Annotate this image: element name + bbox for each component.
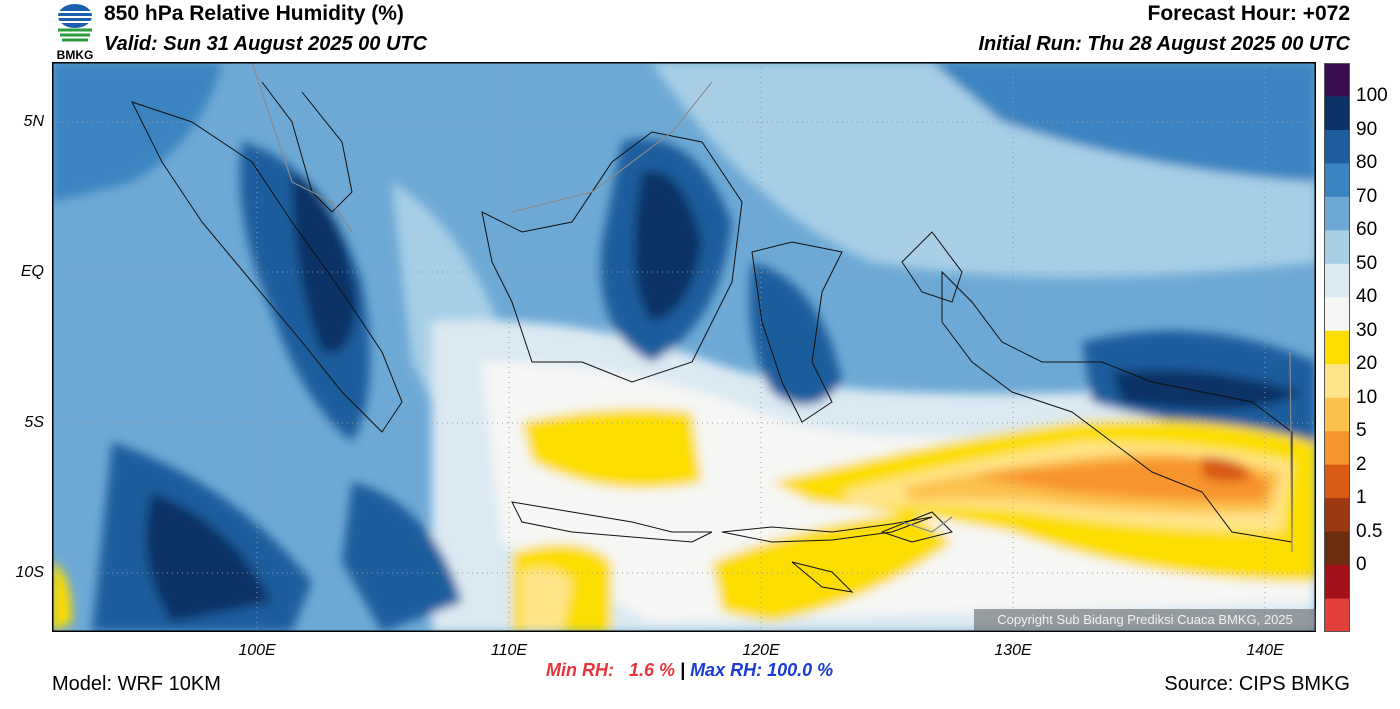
colorbar-block [1324, 163, 1350, 198]
colorbar-label: 80 [1356, 152, 1378, 174]
colorbar-label: 0 [1356, 554, 1367, 576]
colorbar-block [1324, 330, 1350, 365]
colorbar-block [1324, 196, 1350, 231]
model-info: Model: WRF 10KM [52, 673, 221, 695]
rh-30-nusa-tenggara [712, 512, 952, 622]
lon-label-110e: 110E [490, 642, 528, 659]
colorbar-block [1324, 531, 1350, 566]
rh-5-arafura [972, 457, 1272, 502]
valid-time: Valid: Sun 31 August 2025 00 UTC [104, 33, 428, 55]
colorbar-block [1324, 129, 1350, 164]
colorbar-block [1324, 431, 1350, 466]
colorbar-label: 100 [1356, 85, 1388, 107]
colorbar-label: 90 [1356, 118, 1378, 140]
colorbar-label: 1 [1356, 487, 1367, 509]
rh-70-northwest [52, 62, 222, 202]
colorbar-label: 20 [1356, 353, 1378, 375]
rh-90-borneo [634, 170, 702, 322]
coastlines [131, 81, 1293, 593]
borders [251, 62, 1293, 553]
colorbar-block [1324, 397, 1350, 432]
colorbar-label: 50 [1356, 252, 1378, 274]
max-rh: Max RH: 100.0 % [690, 660, 834, 680]
colorbar-block [1324, 598, 1350, 632]
rh-80-south [342, 482, 462, 632]
colorbar [1324, 63, 1350, 632]
lat-label-eq: EQ [20, 263, 44, 280]
rh-stats: Min RH: 1.6 % | Max RH: 100.0 % [546, 660, 833, 681]
rh-90-indian-ocean [145, 492, 272, 622]
colorbar-block [1324, 96, 1350, 131]
colorbar-label: 40 [1356, 286, 1378, 308]
rh-90-sumatra [292, 172, 357, 354]
colorbar-label: 70 [1356, 185, 1378, 207]
colorbar-block [1324, 498, 1350, 533]
colorbar-block [1324, 364, 1350, 399]
source-info: Source: CIPS BMKG [1164, 673, 1350, 695]
bmkg-logo: BMKG [57, 4, 94, 62]
humidity-map [52, 62, 1316, 632]
rh-80-sulawesi [749, 262, 842, 405]
colorbar-label: 30 [1356, 319, 1378, 341]
lon-label-120e: 120E [742, 642, 780, 659]
lat-label-10s: 10S [15, 564, 44, 581]
colorbar-block [1324, 263, 1350, 298]
colorbar-label: 2 [1356, 453, 1367, 475]
lon-label-140e: 140E [1246, 642, 1284, 659]
stats-separator: | [675, 660, 691, 680]
map-title: 850 hPa Relative Humidity (%) [104, 2, 404, 25]
rh-2-arafura [1202, 457, 1252, 482]
lon-label-100e: 100E [238, 642, 276, 659]
rh-70-northeast [932, 62, 1316, 182]
lat-label-5s: 5S [24, 414, 44, 431]
svg-text:BMKG: BMKG [57, 48, 94, 62]
min-rh: Min RH: 1.6 % [546, 660, 676, 680]
colorbar-label: 0.5 [1356, 520, 1383, 542]
rh-90-papua-north [1112, 369, 1302, 410]
lat-label-5n: 5N [23, 113, 44, 130]
colorbar-block [1324, 230, 1350, 265]
colorbar-block [1324, 464, 1350, 499]
lon-label-130e: 130E [994, 642, 1032, 659]
colorbar-block [1324, 297, 1350, 332]
colorbar-label: 10 [1356, 386, 1378, 408]
copyright-notice: Copyright Sub Bidang Prediksi Cuaca BMKG… [974, 609, 1316, 631]
colorbar-label: 5 [1356, 420, 1367, 442]
colorbar-block [1324, 63, 1350, 97]
forecast-hour: Forecast Hour: +072 [1147, 2, 1351, 25]
colorbar-label: 60 [1356, 219, 1378, 241]
colorbar-block [1324, 565, 1350, 600]
rh-30-java-sea [522, 408, 702, 489]
initial-run: Initial Run: Thu 28 August 2025 00 UTC [978, 33, 1350, 55]
rh-20-south-java [522, 568, 572, 632]
rh-30-west-edge [52, 562, 72, 632]
